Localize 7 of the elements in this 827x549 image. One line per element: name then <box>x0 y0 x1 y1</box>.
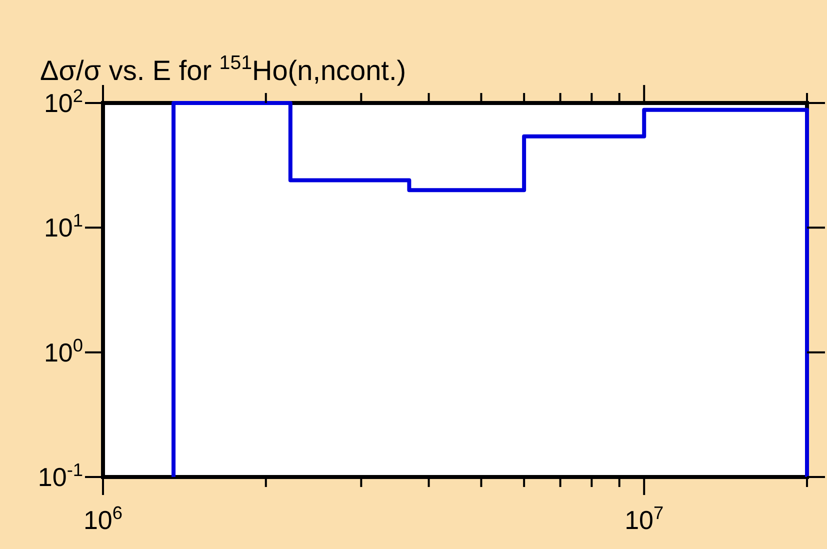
chart-title: Δσ/σ vs. E for $^{151}$Ho(n,ncont.) <box>40 52 406 86</box>
y-tick-label: 10$^{1}$ <box>44 210 83 243</box>
x-tick-label: 10$^{7}$ <box>624 503 664 535</box>
y-tick-label: 10$^{2}$ <box>44 86 83 118</box>
y-tick-label: 10$^{-1}$ <box>38 460 83 492</box>
x-tick-label: 10$^{6}$ <box>83 503 123 535</box>
y-tick-label: 10$^{0}$ <box>44 335 83 368</box>
